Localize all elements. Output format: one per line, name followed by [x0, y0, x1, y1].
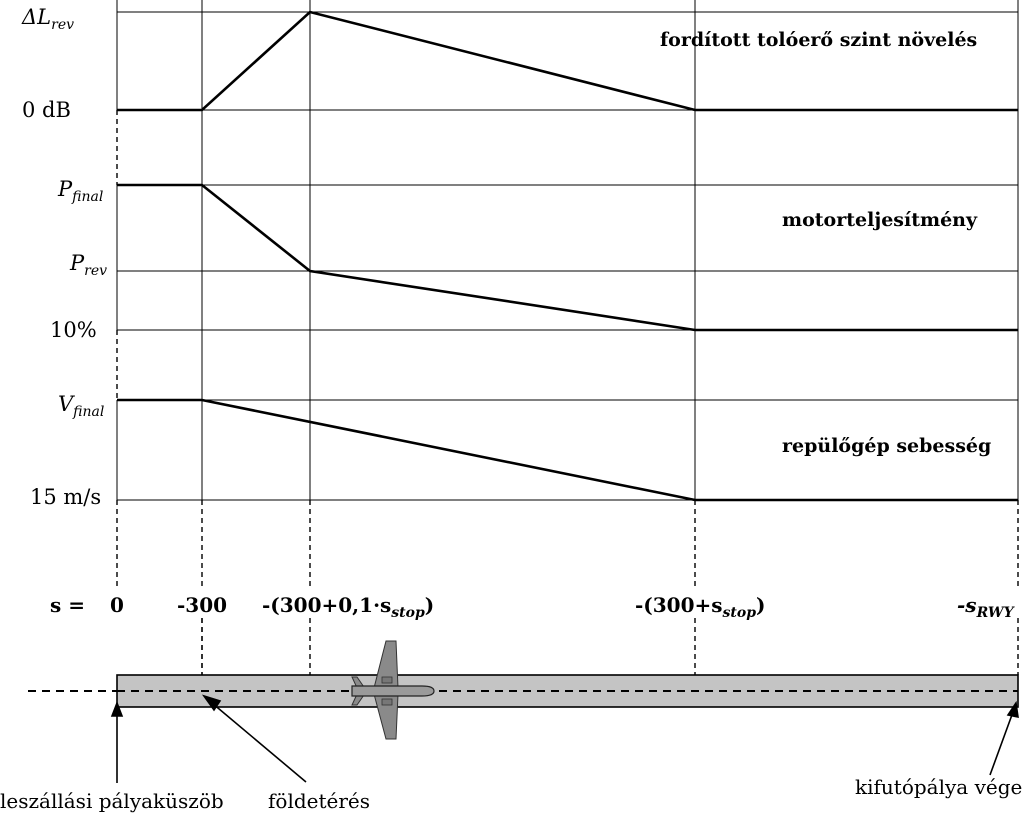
fifteen-ms-label: 15 m/s: [30, 485, 101, 509]
s-axis: s = 0 -300 -(300+0,1·sstop) -(300+sstop)…: [50, 593, 1016, 621]
airplane-icon: [351, 640, 435, 740]
engine-power-title: motorteljesítmény: [782, 209, 978, 231]
runway-end-arrow-line: [989, 711, 1014, 776]
engine-power-curve: [117, 183, 1018, 332]
ten-percent-label: 10%: [50, 318, 97, 342]
reverse-thrust-title: fordított tolóerő szint növelés: [660, 29, 977, 51]
tick-touchdown-distance: -(300+0,1·sstop): [262, 593, 434, 621]
panel-engine-power: Pfinal Prev 10% motorteljesítmény: [50, 177, 1018, 342]
threshold-label: leszállási pályaküszöb: [0, 789, 224, 813]
runway-end-label: kifutópálya vége: [855, 775, 1022, 799]
p-rev-label: Prev: [69, 251, 107, 279]
reverse-thrust-curve: [117, 10, 1018, 112]
aircraft-speed-title: repülőgép sebesség: [782, 435, 991, 457]
touchdown-label: földetérés: [268, 789, 370, 813]
v-final-label: Vfinal: [58, 392, 104, 420]
panel-aircraft-speed: Vfinal 15 m/s repülőgép sebesség: [30, 392, 1018, 509]
tick-runway-length: -sRWY: [957, 593, 1016, 621]
zero-db-label: 0 dB: [22, 98, 71, 122]
pointer-arrows: [110, 694, 1019, 783]
touchdown-arrow-line: [211, 702, 307, 783]
vertical-guides: [116, 0, 1019, 675]
aircraft-speed-curve: [117, 398, 1018, 502]
delta-l-rev-label: ΔLrev: [21, 5, 74, 33]
runway: [28, 674, 1019, 708]
p-final-label: Pfinal: [57, 177, 103, 205]
tick-minus-300: -300: [177, 593, 227, 617]
panel-reverse-thrust: ΔLrev 0 dB fordított tolóerő szint növel…: [21, 5, 1018, 122]
tick-stop-distance: -(300+sstop): [635, 593, 765, 621]
threshold-arrow-head: [110, 700, 124, 717]
s-axis-prefix: s =: [50, 593, 85, 617]
tick-zero: 0: [110, 593, 124, 617]
touchdown-arrow-head: [201, 694, 222, 712]
runway-end-arrow-head: [1006, 700, 1019, 719]
